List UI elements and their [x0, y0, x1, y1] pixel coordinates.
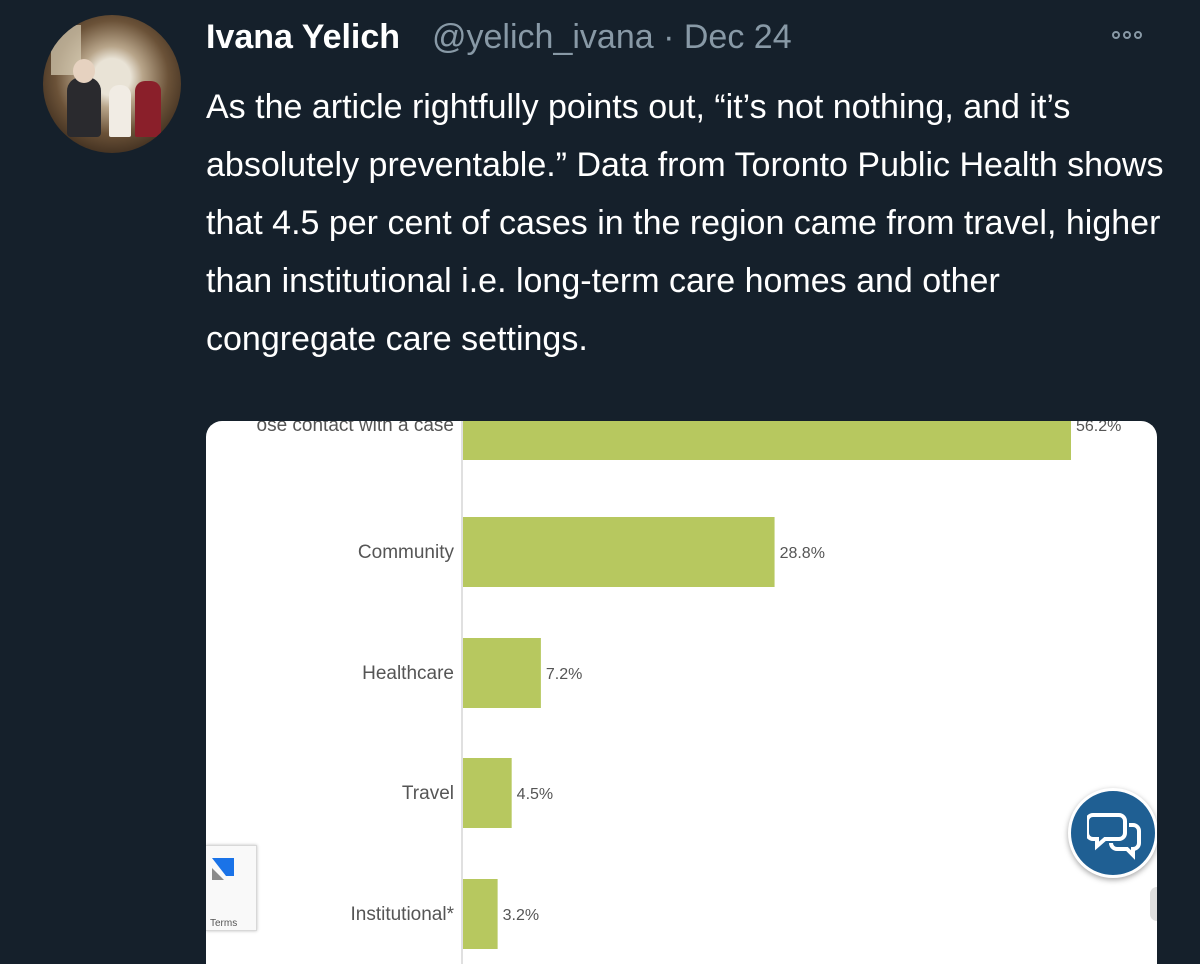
author-name[interactable]: Ivana Yelich — [206, 18, 401, 56]
bar-4 — [463, 879, 498, 949]
recaptcha-terms-link[interactable]: Terms — [210, 918, 238, 929]
recaptcha-logo-icon — [212, 858, 234, 880]
chat-button[interactable] — [1068, 788, 1157, 878]
avatar-figure — [135, 81, 161, 137]
separator-dot: · — [663, 18, 675, 56]
more-options-icon[interactable] — [1112, 31, 1142, 39]
category-label-1: Community — [358, 542, 455, 563]
recaptcha-badge[interactable]: Terms — [206, 845, 257, 931]
bar-chart: ose contact with a case 56.2% Community 28.… — [257, 421, 1121, 964]
bar-2 — [463, 638, 541, 708]
avatar-figure-head — [73, 59, 95, 83]
bar-0 — [463, 421, 1071, 460]
value-label-0: 56.2% — [1076, 421, 1121, 435]
value-label-3: 4.5% — [517, 786, 553, 803]
chat-bubbles-icon — [1087, 813, 1141, 860]
tweet-date[interactable]: Dec 24 — [683, 18, 792, 56]
category-label-0: ose contact with a case — [257, 421, 455, 436]
scroll-handle[interactable] — [1150, 887, 1157, 921]
value-label-4: 3.2% — [503, 907, 539, 924]
bar-1 — [463, 517, 775, 587]
bar-3 — [463, 758, 512, 828]
tweet-media-image[interactable]: ose contact with a case 56.2% Community 28.… — [206, 421, 1157, 964]
value-label-1: 28.8% — [780, 545, 825, 562]
author-handle[interactable]: @yelich_ivana — [432, 18, 654, 56]
author-handle-and-date: @yelich_ivana · Dec 24 — [432, 18, 792, 57]
author-avatar[interactable] — [43, 15, 181, 153]
avatar-figure — [109, 85, 131, 137]
category-label-3: Travel — [402, 783, 454, 804]
tweet-text: As the article rightfully points out, “i… — [206, 88, 1164, 358]
value-label-2: 7.2% — [546, 666, 582, 683]
category-label-4: Institutional* — [350, 904, 454, 925]
avatar-figure — [67, 77, 101, 137]
category-label-2: Healthcare — [362, 663, 454, 684]
